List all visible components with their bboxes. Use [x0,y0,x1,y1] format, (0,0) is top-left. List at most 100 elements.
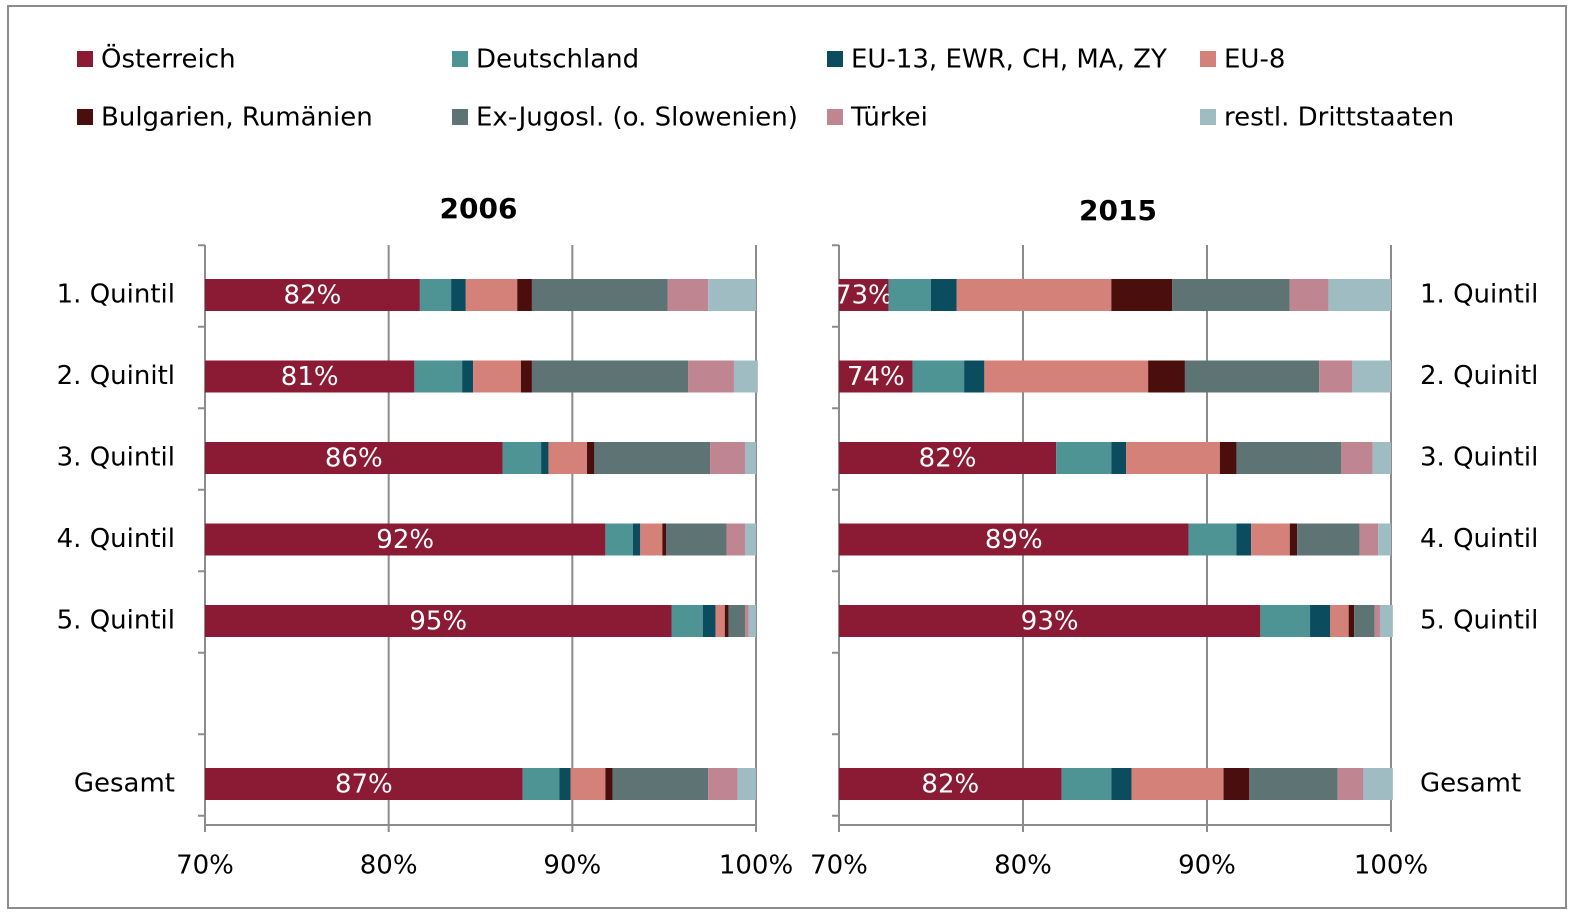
bar-segment [708,768,738,800]
bar-segment [1297,523,1360,556]
x-tick-label: 70% [176,851,234,881]
bar-segment [748,605,756,637]
value-label: 95% [409,607,467,637]
bar-segment [205,605,672,637]
legend-swatch [1200,51,1216,67]
bar-segment [839,360,913,393]
bar-segment [839,442,1057,474]
bar-segment [888,279,931,311]
legend-swatch [452,109,468,125]
bar-segment [839,279,889,311]
value-label: 82% [284,281,342,311]
bar-segment [710,442,745,474]
legend-label: EU-8 [1224,45,1285,75]
value-label: 82% [919,444,977,474]
legend-label: restl. Drittstaaten [1224,103,1454,133]
bar-segment [205,360,415,393]
legend-swatch [77,109,93,125]
bar-segment [205,768,523,800]
bar-segment [1236,442,1342,474]
bar-segment [667,279,709,311]
bar-segment [1289,279,1329,311]
bar-segment [517,279,532,311]
bar-segment [1111,768,1132,800]
y-tick-label: 5. Quintil [57,606,175,636]
bar-segment [1379,605,1393,637]
bar-segment [984,360,1149,393]
value-label: 82% [921,770,979,800]
y-tick-label: 1. Quintil [57,280,175,310]
bar-segment [1348,605,1355,637]
bar-segment [666,523,727,556]
bar-segment [502,442,542,474]
y-tick-label: 2. Quinitl [1420,361,1538,391]
bar-segment [715,605,725,637]
bar-segment [465,279,518,311]
bar-segment [688,360,734,393]
bar-segment [548,442,588,474]
bar-segment [1374,605,1380,637]
bar-segment [1330,605,1349,637]
bar-segment [1372,442,1391,474]
legend-swatch [827,51,843,67]
x-tick-label: 100% [1354,851,1428,881]
bar-segment [912,360,965,393]
y-tick-label: 1. Quintil [1420,280,1538,310]
bar-segment [1249,768,1338,800]
bar-segment [964,360,985,393]
legend-label: Österreich [101,43,236,75]
bar-segment [728,605,745,637]
bar-segment [1251,523,1290,556]
bar-segment [612,768,709,800]
legend-swatch [452,51,468,67]
bar-segment [605,523,633,556]
legend-label: Deutschland [476,45,639,75]
bar-segment [1219,442,1237,474]
bar-segment [587,442,595,474]
bar-segment [1184,360,1320,393]
value-label: 81% [281,362,339,392]
y-tick-label: 4. Quintil [57,524,175,554]
bar-segment [1352,360,1391,393]
bar-segment [419,279,452,311]
bar-segment [632,523,641,556]
bar-segment [522,768,560,800]
bar-segment [1319,360,1353,393]
bar-segment [640,523,663,556]
x-tick-label: 80% [360,851,418,881]
value-label: 86% [325,444,383,474]
bar-segment [205,523,606,556]
bar-segment [662,523,667,556]
bar-segment [462,360,474,393]
chart-title: 2015 [1079,194,1157,227]
legend-swatch [77,51,93,67]
value-label: 93% [1021,607,1079,637]
bar-segment [531,360,689,393]
x-tick-label: 70% [810,851,868,881]
bar-segment [451,279,466,311]
value-label: 73% [835,281,893,311]
y-tick-label: Gesamt [1420,769,1521,799]
y-tick-label: 4. Quintil [1420,524,1538,554]
bar-segment [1131,768,1224,800]
bar-segment [1310,605,1331,637]
bar-segment [726,523,745,556]
bar-segment [956,279,1112,311]
bar-segment [737,768,756,800]
bar-segment [1354,605,1375,637]
bar-segment [744,523,756,556]
bar-segment [1378,523,1391,556]
bar-segment [473,360,521,393]
bar-segment [605,768,613,800]
value-label: 74% [847,362,905,392]
bar-segment [1236,523,1252,556]
y-tick-label: 5. Quintil [1420,606,1538,636]
bar-segment [839,523,1189,556]
bar-segment [1363,768,1393,800]
bar-segment [414,360,463,393]
bar-segment [205,279,420,311]
legend-swatch [827,109,843,125]
bar-segment [671,605,703,637]
bar-segment [559,768,571,800]
